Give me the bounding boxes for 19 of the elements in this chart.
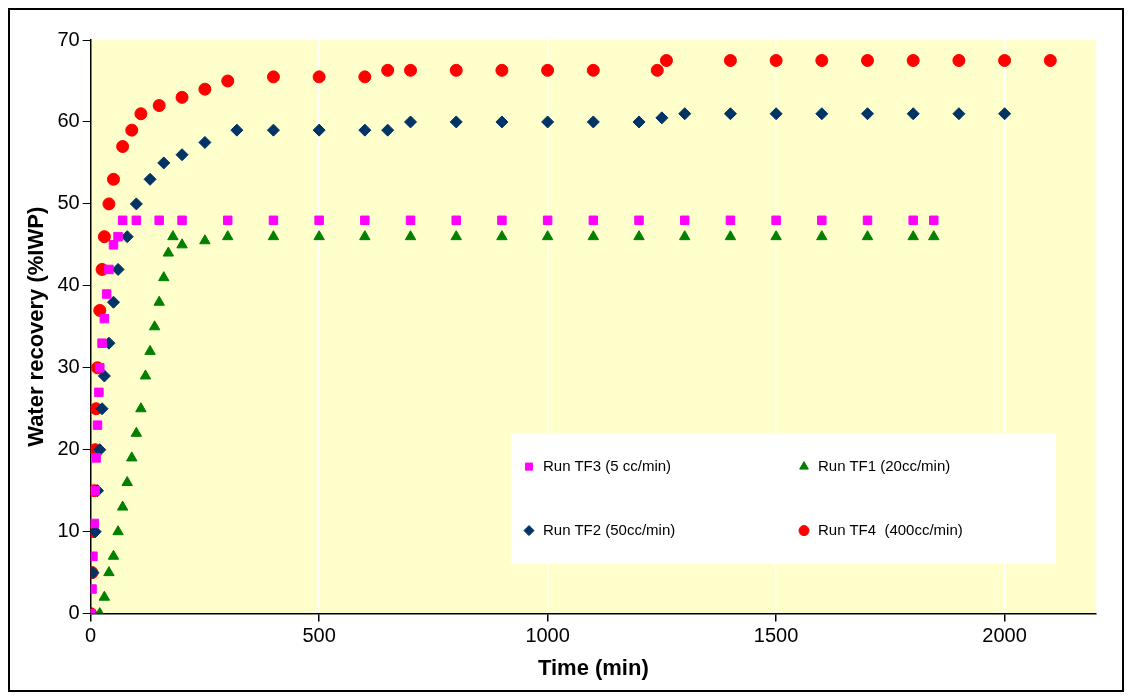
x-axis-title: Time (min): [537, 654, 649, 680]
y-tick-label: 70: [57, 27, 80, 50]
y-tick-label: 50: [57, 191, 80, 214]
x-tick-label: 1000: [525, 624, 570, 647]
legend-label: Run TF2 (50cc/min): [543, 520, 676, 538]
y-tick-label: 0: [68, 601, 80, 624]
legend-label: Run TF1 (20cc/min): [818, 456, 951, 474]
x-tick-label: 500: [302, 624, 336, 647]
y-tick-label: 30: [57, 355, 80, 378]
y-tick-label: 40: [57, 273, 80, 296]
y-tick-label: 60: [57, 109, 80, 132]
legend-label: Run TF3 (5 cc/min): [543, 456, 672, 474]
legend-label: Run TF4 (400cc/min): [818, 520, 963, 538]
y-tick-label: 10: [57, 519, 80, 542]
y-tick-label: 20: [57, 437, 80, 460]
x-tick-label: 2000: [982, 624, 1027, 647]
y-axis-title: Water recovery (%IWP): [23, 206, 49, 447]
x-tick-label: 1500: [753, 624, 799, 647]
x-tick-label: 0: [85, 624, 97, 647]
